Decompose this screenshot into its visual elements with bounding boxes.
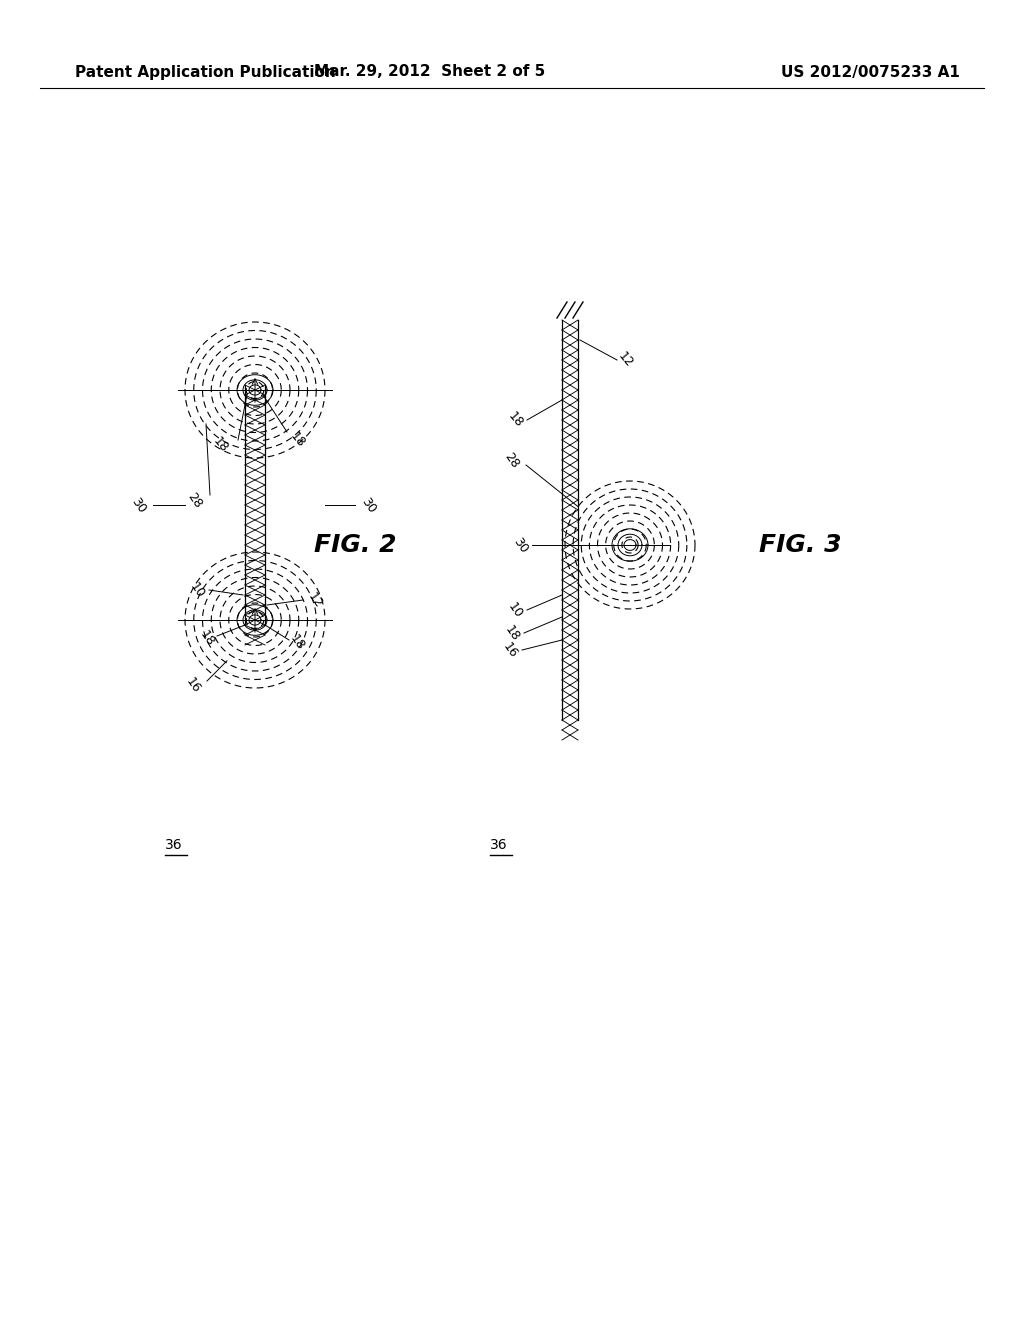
- Text: 10: 10: [187, 579, 207, 601]
- Text: 18: 18: [210, 434, 230, 455]
- Text: 12: 12: [615, 350, 635, 370]
- Text: 30: 30: [128, 495, 147, 515]
- Text: 12: 12: [305, 590, 325, 610]
- Text: 28: 28: [502, 450, 522, 470]
- Text: 16: 16: [183, 675, 203, 696]
- Text: 18: 18: [287, 430, 307, 450]
- Text: US 2012/0075233 A1: US 2012/0075233 A1: [781, 65, 961, 79]
- Text: 18: 18: [287, 632, 307, 652]
- Text: 18: 18: [505, 409, 525, 430]
- Text: 36: 36: [490, 838, 508, 851]
- Text: 28: 28: [185, 490, 205, 511]
- Text: 18: 18: [502, 623, 522, 643]
- Text: 10: 10: [505, 599, 525, 620]
- Text: 36: 36: [165, 838, 182, 851]
- Text: Mar. 29, 2012  Sheet 2 of 5: Mar. 29, 2012 Sheet 2 of 5: [314, 65, 546, 79]
- Text: 30: 30: [510, 535, 529, 556]
- Text: FIG. 2: FIG. 2: [313, 533, 396, 557]
- Text: Patent Application Publication: Patent Application Publication: [75, 65, 336, 79]
- Text: 18: 18: [198, 628, 217, 648]
- Text: FIG. 3: FIG. 3: [759, 533, 842, 557]
- Text: 16: 16: [500, 640, 520, 660]
- Text: 30: 30: [358, 495, 378, 515]
